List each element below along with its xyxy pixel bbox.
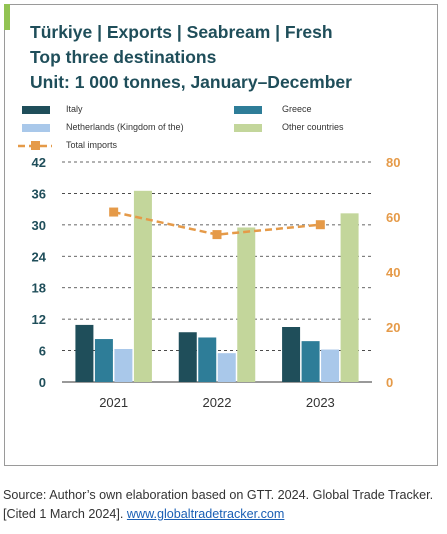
right-axis-tick-label: 80 [386, 155, 400, 170]
chart-title-line-2: Top three destinations [30, 47, 217, 67]
title-accent-bar [4, 4, 10, 30]
legend-swatch-italy [22, 106, 50, 114]
bar-other-countries [133, 190, 152, 382]
source-note: Source: Author’s own elaboration based o… [3, 486, 443, 524]
x-axis-tick-label: 2021 [99, 395, 128, 410]
chart-title-line-3: Unit: 1 000 tonnes, January–December [30, 72, 352, 92]
bar-other-countries [237, 227, 256, 382]
bar-italy [75, 324, 94, 382]
legend-label-other: Other countries [282, 122, 344, 132]
point-total-imports [109, 207, 119, 217]
legend-label-netherlands: Netherlands (Kingdom of the) [66, 122, 184, 132]
bar-netherlands [321, 349, 340, 382]
right-axis-tick-label: 0 [386, 375, 393, 390]
right-axis-tick-label: 60 [386, 210, 400, 225]
x-axis-tick-label: 2023 [306, 395, 335, 410]
bar-netherlands [217, 353, 236, 382]
bar-greece [94, 339, 113, 382]
source-link[interactable]: www.globaltradetracker.com [126, 507, 285, 521]
left-axis-tick-label: 30 [32, 218, 46, 233]
legend-swatch-other [234, 124, 262, 132]
bar-greece [198, 337, 217, 382]
chart-title-line-1: Türkiye | Exports | Seabream | Fresh [30, 22, 333, 42]
bar-netherlands [114, 349, 133, 382]
left-axis-tick-label: 12 [32, 312, 46, 327]
right-axis-tick-label: 40 [386, 265, 400, 280]
legend-swatch-greece [234, 106, 262, 114]
left-axis-tick-label: 0 [39, 375, 46, 390]
bar-italy [282, 327, 301, 382]
left-axis-tick-label: 42 [32, 155, 46, 170]
legend-label-italy: Italy [66, 104, 83, 114]
bar-greece [301, 341, 320, 382]
point-total-imports [212, 230, 222, 240]
bar-other-countries [340, 213, 359, 382]
point-total-imports [315, 220, 325, 230]
bar-italy [178, 332, 197, 382]
legend-label-total-imports: Total imports [66, 140, 118, 150]
left-axis-tick-label: 6 [39, 344, 46, 359]
source-text: Source: Author’s own elaboration based o… [3, 488, 434, 521]
left-axis-tick-label: 24 [32, 249, 47, 264]
left-axis-tick-label: 18 [32, 281, 46, 296]
legend-label-greece: Greece [282, 104, 312, 114]
x-axis-tick-label: 2022 [203, 395, 232, 410]
legend-swatch-netherlands [22, 124, 50, 132]
right-axis-tick-label: 20 [386, 320, 400, 335]
left-axis-tick-label: 36 [32, 186, 46, 201]
